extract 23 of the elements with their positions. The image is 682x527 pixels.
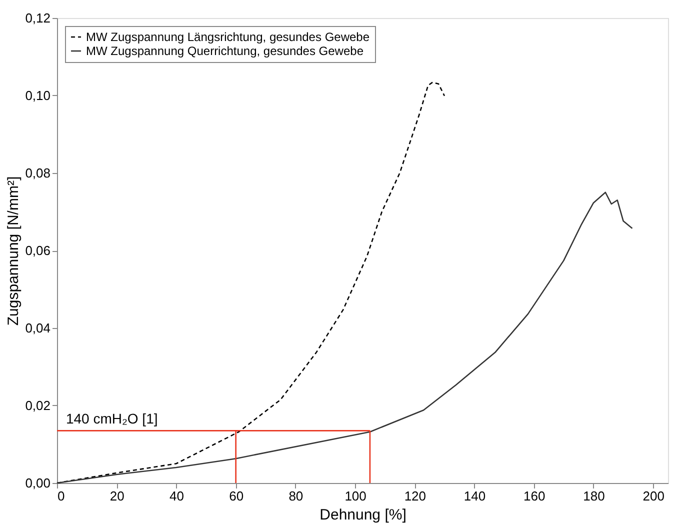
legend-label: MW Zugspannung Längsrichtung, gesundes Gewebe	[86, 30, 370, 44]
legend-label: MW Zugspannung Querrichtung, gesundes Gewebe	[86, 44, 364, 58]
x-tick-label: 180	[583, 488, 605, 504]
y-tick-label: 0,10	[25, 88, 50, 103]
x-tick-label: 60	[229, 488, 244, 504]
x-tick-label: 40	[169, 488, 184, 504]
x-tick-label: 140	[464, 488, 486, 504]
y-axis-title: Zugspannung [N/mm²]	[5, 176, 22, 326]
x-tick-label: 100	[344, 488, 366, 504]
x-tick-label: 200	[642, 488, 664, 504]
x-tick-label: 160	[524, 488, 546, 504]
y-tick-label: 0,06	[25, 243, 50, 258]
y-tick-label: 0,08	[25, 166, 50, 180]
x-tick-label: 0	[58, 488, 65, 504]
y-tick-label: 0,04	[25, 320, 50, 336]
y-tick-label: 0,00	[25, 476, 50, 490]
x-axis-title: Dehnung [%]	[320, 506, 406, 524]
x-tick-label: 80	[288, 488, 304, 504]
y-tick-label: 0,02	[25, 398, 50, 413]
x-tick-label: 20	[110, 488, 124, 504]
annotation: 140 cmH₂O [1]	[66, 410, 158, 427]
y-tick-label: 0,12	[25, 10, 50, 26]
x-tick-label: 120	[404, 488, 426, 504]
